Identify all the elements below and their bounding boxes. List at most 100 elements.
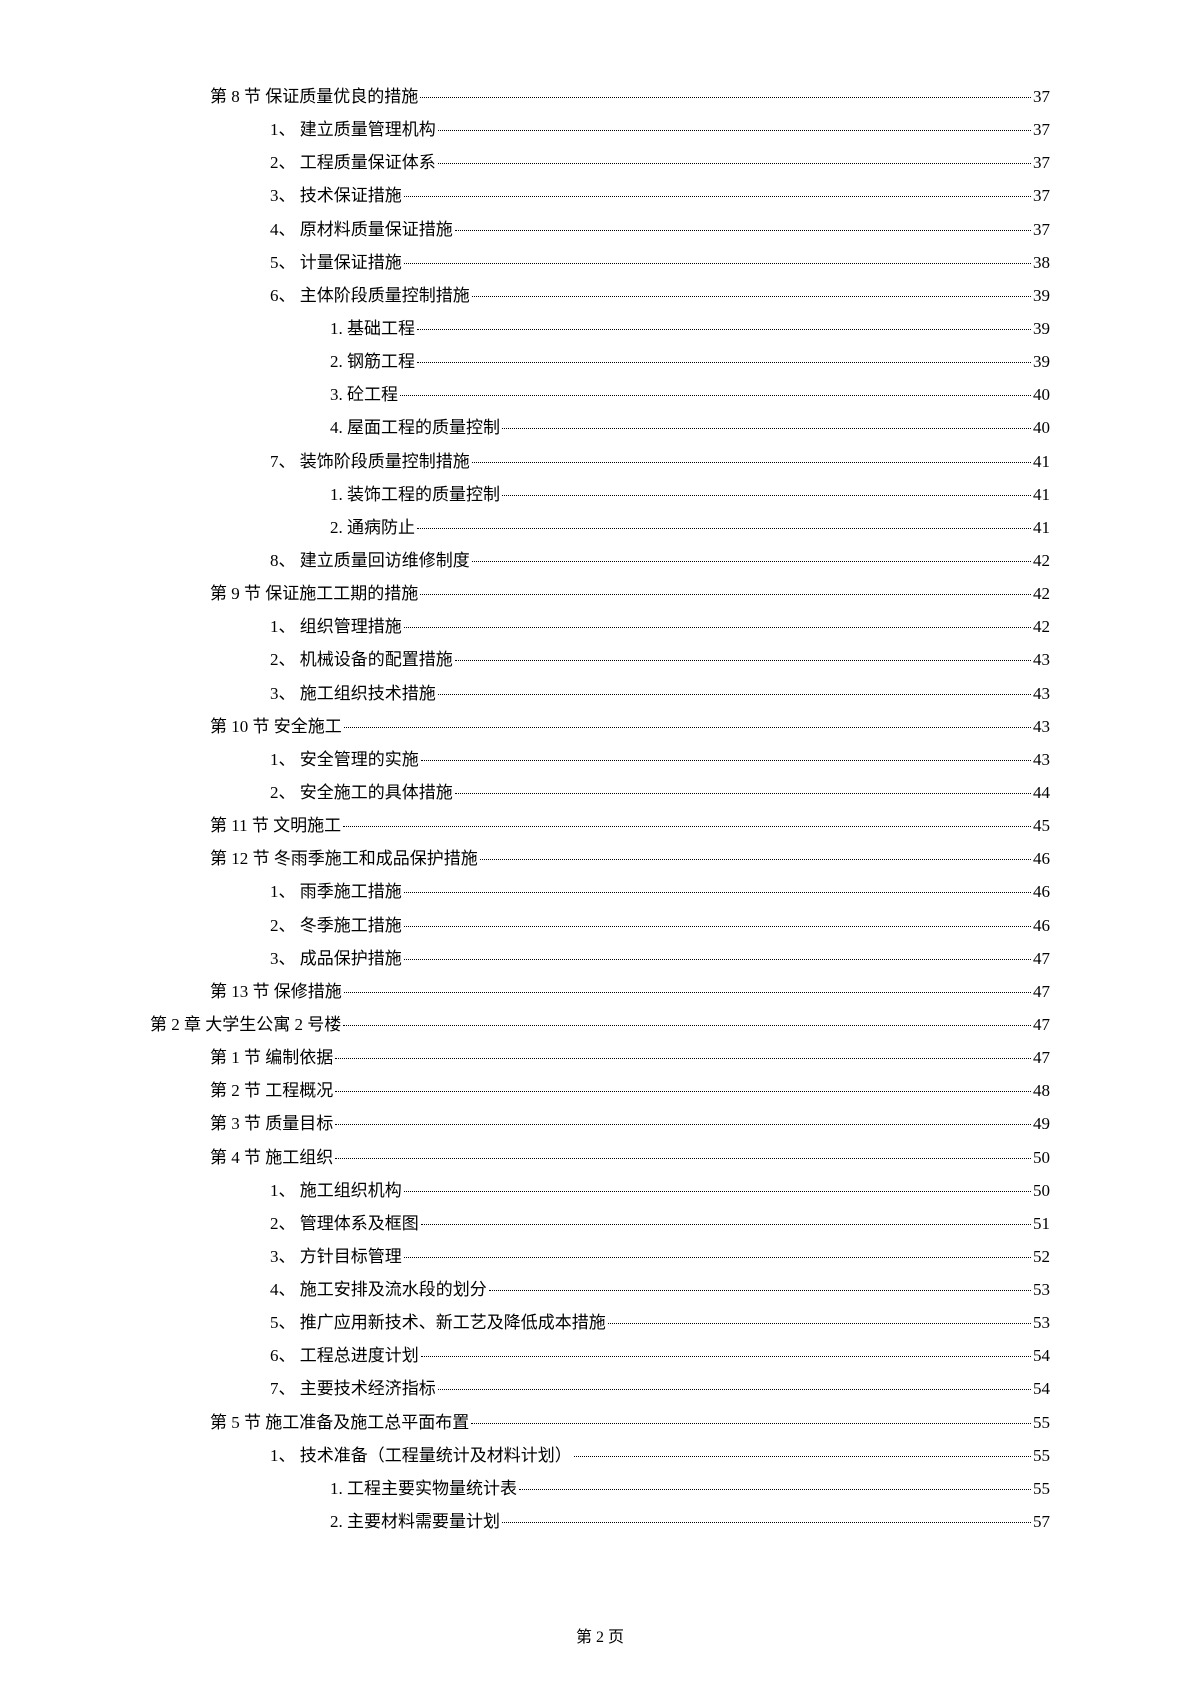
toc-leader-dots: [438, 130, 1031, 131]
toc-page-number: 46: [1033, 909, 1050, 942]
toc-entry: 1. 装饰工程的质量控制41: [150, 478, 1050, 511]
toc-page-number: 50: [1033, 1141, 1050, 1174]
toc-page-number: 41: [1033, 445, 1050, 478]
toc-leader-dots: [608, 1323, 1031, 1324]
toc-leader-dots: [438, 1389, 1031, 1390]
toc-page-number: 44: [1033, 776, 1050, 809]
toc-label: 5、 计量保证措施: [270, 246, 402, 279]
toc-entry: 1. 工程主要实物量统计表55: [150, 1472, 1050, 1505]
toc-label: 1、 建立质量管理机构: [270, 113, 436, 146]
toc-page-number: 46: [1033, 842, 1050, 875]
toc-entry: 4、 施工安排及流水段的划分 53: [150, 1273, 1050, 1306]
toc-entry: 第 5 节 施工准备及施工总平面布置55: [150, 1406, 1050, 1439]
toc-label: 第 2 章 大学生公寓 2 号楼: [150, 1008, 341, 1041]
toc-entry: 2、 工程质量保证体系37: [150, 146, 1050, 179]
toc-page-number: 39: [1033, 345, 1050, 378]
toc-leader-dots: [404, 196, 1031, 197]
toc-label: 6、 主体阶段质量控制措施: [270, 279, 470, 312]
toc-page-number: 43: [1033, 743, 1050, 776]
toc-label: 第 4 节 施工组织: [210, 1141, 333, 1174]
toc-entry: 第 9 节 保证施工工期的措施42: [150, 577, 1050, 610]
toc-page-number: 45: [1033, 809, 1050, 842]
toc-page-number: 47: [1033, 942, 1050, 975]
toc-label: 第 8 节 保证质量优良的措施: [210, 80, 418, 113]
toc-leader-dots: [455, 660, 1031, 661]
toc-leader-dots: [472, 462, 1031, 463]
toc-label: 2、 机械设备的配置措施: [270, 643, 453, 676]
toc-page-number: 37: [1033, 113, 1050, 146]
toc-label: 1、 雨季施工措施: [270, 875, 402, 908]
toc-leader-dots: [519, 1489, 1031, 1490]
toc-leader-dots: [404, 959, 1031, 960]
toc-page-number: 42: [1033, 610, 1050, 643]
toc-page-number: 57: [1033, 1505, 1050, 1538]
toc-leader-dots: [438, 163, 1031, 164]
toc-label: 3. 砼工程: [330, 378, 398, 411]
toc-leader-dots: [404, 263, 1031, 264]
toc-page-number: 37: [1033, 213, 1050, 246]
toc-leader-dots: [421, 1356, 1031, 1357]
toc-leader-dots: [489, 1290, 1031, 1291]
toc-leader-dots: [421, 760, 1031, 761]
toc-page-number: 42: [1033, 577, 1050, 610]
toc-entry: 1、 技术准备（工程量统计及材料计划）55: [150, 1439, 1050, 1472]
toc-entry: 1、 施工组织机构50: [150, 1174, 1050, 1207]
toc-leader-dots: [404, 926, 1031, 927]
toc-leader-dots: [471, 1423, 1031, 1424]
toc-leader-dots: [420, 594, 1031, 595]
toc-label: 2. 钢筋工程: [330, 345, 415, 378]
toc-label: 第 5 节 施工准备及施工总平面布置: [210, 1406, 469, 1439]
toc-entry: 8、 建立质量回访维修制度42: [150, 544, 1050, 577]
toc-label: 4、 施工安排及流水段的划分: [270, 1273, 487, 1306]
toc-entry: 3、 成品保护措施47: [150, 942, 1050, 975]
toc-entry: 1、 建立质量管理机构 37: [150, 113, 1050, 146]
toc-entry: 2、 机械设备的配置措施43: [150, 643, 1050, 676]
toc-entry: 3、 方针目标管理52: [150, 1240, 1050, 1273]
toc-entry: 5、 计量保证措施 38: [150, 246, 1050, 279]
toc-page-number: 54: [1033, 1372, 1050, 1405]
toc-leader-dots: [421, 1224, 1031, 1225]
toc-page-number: 55: [1033, 1439, 1050, 1472]
toc-entry: 2、 安全施工的具体措施 44: [150, 776, 1050, 809]
toc-label: 2、 工程质量保证体系: [270, 146, 436, 179]
toc-label: 3、 施工组织技术措施: [270, 677, 436, 710]
toc-label: 1、 组织管理措施: [270, 610, 402, 643]
toc-label: 2. 主要材料需要量计划: [330, 1505, 500, 1538]
toc-entry: 第 11 节 文明施工 45: [150, 809, 1050, 842]
toc-entry: 1. 基础工程39: [150, 312, 1050, 345]
toc-leader-dots: [417, 362, 1031, 363]
toc-leader-dots: [400, 395, 1031, 396]
toc-entry: 6、 工程总进度计划54: [150, 1339, 1050, 1372]
toc-leader-dots: [455, 230, 1031, 231]
toc-entry: 1、 组织管理措施 42: [150, 610, 1050, 643]
toc-label: 第 11 节 文明施工: [210, 809, 341, 842]
toc-label: 7、 装饰阶段质量控制措施: [270, 445, 470, 478]
toc-label: 第 1 节 编制依据: [210, 1041, 333, 1074]
toc-page-number: 49: [1033, 1107, 1050, 1140]
toc-page-number: 38: [1033, 246, 1050, 279]
toc-entry: 第 13 节 保修措施47: [150, 975, 1050, 1008]
table-of-contents: 第 8 节 保证质量优良的措施371、 建立质量管理机构372、 工程质量保证体…: [150, 80, 1050, 1538]
toc-label: 第 2 节 工程概况: [210, 1074, 333, 1107]
toc-label: 2、 安全施工的具体措施: [270, 776, 453, 809]
toc-leader-dots: [417, 329, 1031, 330]
toc-label: 1. 装饰工程的质量控制: [330, 478, 500, 511]
toc-entry: 2、 管理体系及框图51: [150, 1207, 1050, 1240]
toc-leader-dots: [502, 1522, 1031, 1523]
toc-page-number: 53: [1033, 1273, 1050, 1306]
page-footer: 第 2 页: [0, 1623, 1200, 1647]
toc-leader-dots: [480, 859, 1031, 860]
toc-entry: 第 12 节 冬雨季施工和成品保护措施46: [150, 842, 1050, 875]
toc-leader-dots: [404, 892, 1031, 893]
toc-page-number: 55: [1033, 1472, 1050, 1505]
toc-leader-dots: [404, 627, 1031, 628]
toc-label: 4. 屋面工程的质量控制: [330, 411, 500, 444]
toc-label: 1. 基础工程: [330, 312, 415, 345]
toc-entry: 第 8 节 保证质量优良的措施37: [150, 80, 1050, 113]
toc-entry: 3、 技术保证措施37: [150, 179, 1050, 212]
toc-entry: 2. 钢筋工程 39: [150, 345, 1050, 378]
toc-entry: 4. 屋面工程的质量控制40: [150, 411, 1050, 444]
toc-page-number: 47: [1033, 1008, 1050, 1041]
toc-entry: 第 3 节 质量目标49: [150, 1107, 1050, 1140]
toc-entry: 第 2 节 工程概况48: [150, 1074, 1050, 1107]
